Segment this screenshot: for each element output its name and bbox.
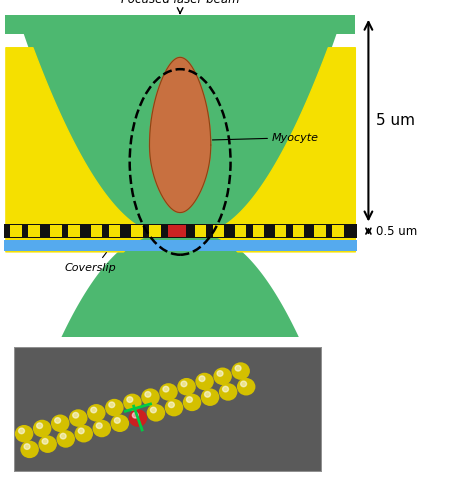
Circle shape bbox=[36, 423, 43, 428]
Bar bbox=[91, 225, 102, 237]
Circle shape bbox=[217, 371, 223, 376]
Circle shape bbox=[91, 407, 97, 413]
Circle shape bbox=[56, 430, 75, 448]
Bar bbox=[274, 225, 286, 237]
Circle shape bbox=[165, 399, 183, 416]
Circle shape bbox=[159, 383, 178, 401]
Circle shape bbox=[237, 378, 255, 396]
Text: Coverslip: Coverslip bbox=[64, 263, 116, 273]
Circle shape bbox=[128, 409, 147, 427]
Circle shape bbox=[33, 420, 51, 437]
Circle shape bbox=[42, 439, 48, 444]
Bar bbox=[149, 225, 161, 237]
Circle shape bbox=[183, 394, 201, 411]
Circle shape bbox=[186, 397, 192, 402]
Circle shape bbox=[123, 394, 142, 411]
Bar bbox=[4, 240, 356, 252]
Polygon shape bbox=[18, 17, 342, 449]
Bar bbox=[167, 225, 185, 237]
Circle shape bbox=[150, 407, 156, 413]
Circle shape bbox=[181, 381, 187, 387]
Bar bbox=[194, 225, 206, 237]
Text: 0.5 um: 0.5 um bbox=[376, 225, 418, 238]
Circle shape bbox=[132, 413, 138, 418]
Circle shape bbox=[195, 373, 214, 390]
Circle shape bbox=[235, 365, 241, 371]
Text: Focused laser beam: Focused laser beam bbox=[121, 0, 239, 6]
Circle shape bbox=[74, 425, 93, 442]
Circle shape bbox=[55, 418, 61, 423]
Bar bbox=[212, 225, 224, 237]
Circle shape bbox=[18, 428, 25, 434]
Circle shape bbox=[145, 391, 151, 397]
Polygon shape bbox=[149, 57, 211, 213]
Bar bbox=[131, 225, 143, 237]
Bar bbox=[4, 224, 356, 238]
Circle shape bbox=[51, 415, 70, 432]
Circle shape bbox=[69, 409, 88, 427]
Circle shape bbox=[105, 399, 124, 416]
Bar bbox=[332, 225, 344, 237]
Bar bbox=[109, 225, 120, 237]
Bar bbox=[10, 225, 22, 237]
Circle shape bbox=[241, 381, 246, 387]
Circle shape bbox=[127, 397, 133, 402]
Bar bbox=[68, 225, 80, 237]
Circle shape bbox=[223, 387, 228, 392]
Circle shape bbox=[163, 387, 169, 392]
Circle shape bbox=[114, 418, 120, 423]
Bar bbox=[292, 225, 304, 237]
Circle shape bbox=[92, 420, 111, 437]
Circle shape bbox=[110, 415, 129, 432]
Circle shape bbox=[78, 428, 84, 434]
Bar bbox=[314, 225, 326, 237]
Bar bbox=[50, 225, 62, 237]
Circle shape bbox=[213, 367, 232, 385]
Text: 5 um: 5 um bbox=[376, 113, 415, 128]
Circle shape bbox=[109, 402, 115, 408]
Circle shape bbox=[96, 423, 102, 428]
Circle shape bbox=[24, 444, 30, 449]
Circle shape bbox=[20, 441, 39, 458]
Circle shape bbox=[201, 388, 219, 406]
Circle shape bbox=[177, 378, 196, 396]
Bar bbox=[28, 225, 40, 237]
Circle shape bbox=[205, 391, 210, 397]
Circle shape bbox=[15, 425, 33, 442]
Circle shape bbox=[73, 413, 79, 418]
Circle shape bbox=[219, 383, 237, 401]
Circle shape bbox=[231, 362, 250, 380]
Circle shape bbox=[60, 433, 66, 439]
FancyBboxPatch shape bbox=[14, 347, 322, 472]
Circle shape bbox=[87, 404, 106, 422]
Circle shape bbox=[168, 402, 174, 408]
Circle shape bbox=[146, 404, 165, 422]
Circle shape bbox=[38, 435, 57, 453]
Bar bbox=[253, 225, 264, 237]
Circle shape bbox=[141, 388, 160, 406]
Bar bbox=[5, 15, 355, 34]
Text: Myocyte: Myocyte bbox=[272, 134, 319, 143]
Circle shape bbox=[199, 376, 205, 382]
Bar bbox=[235, 225, 246, 237]
